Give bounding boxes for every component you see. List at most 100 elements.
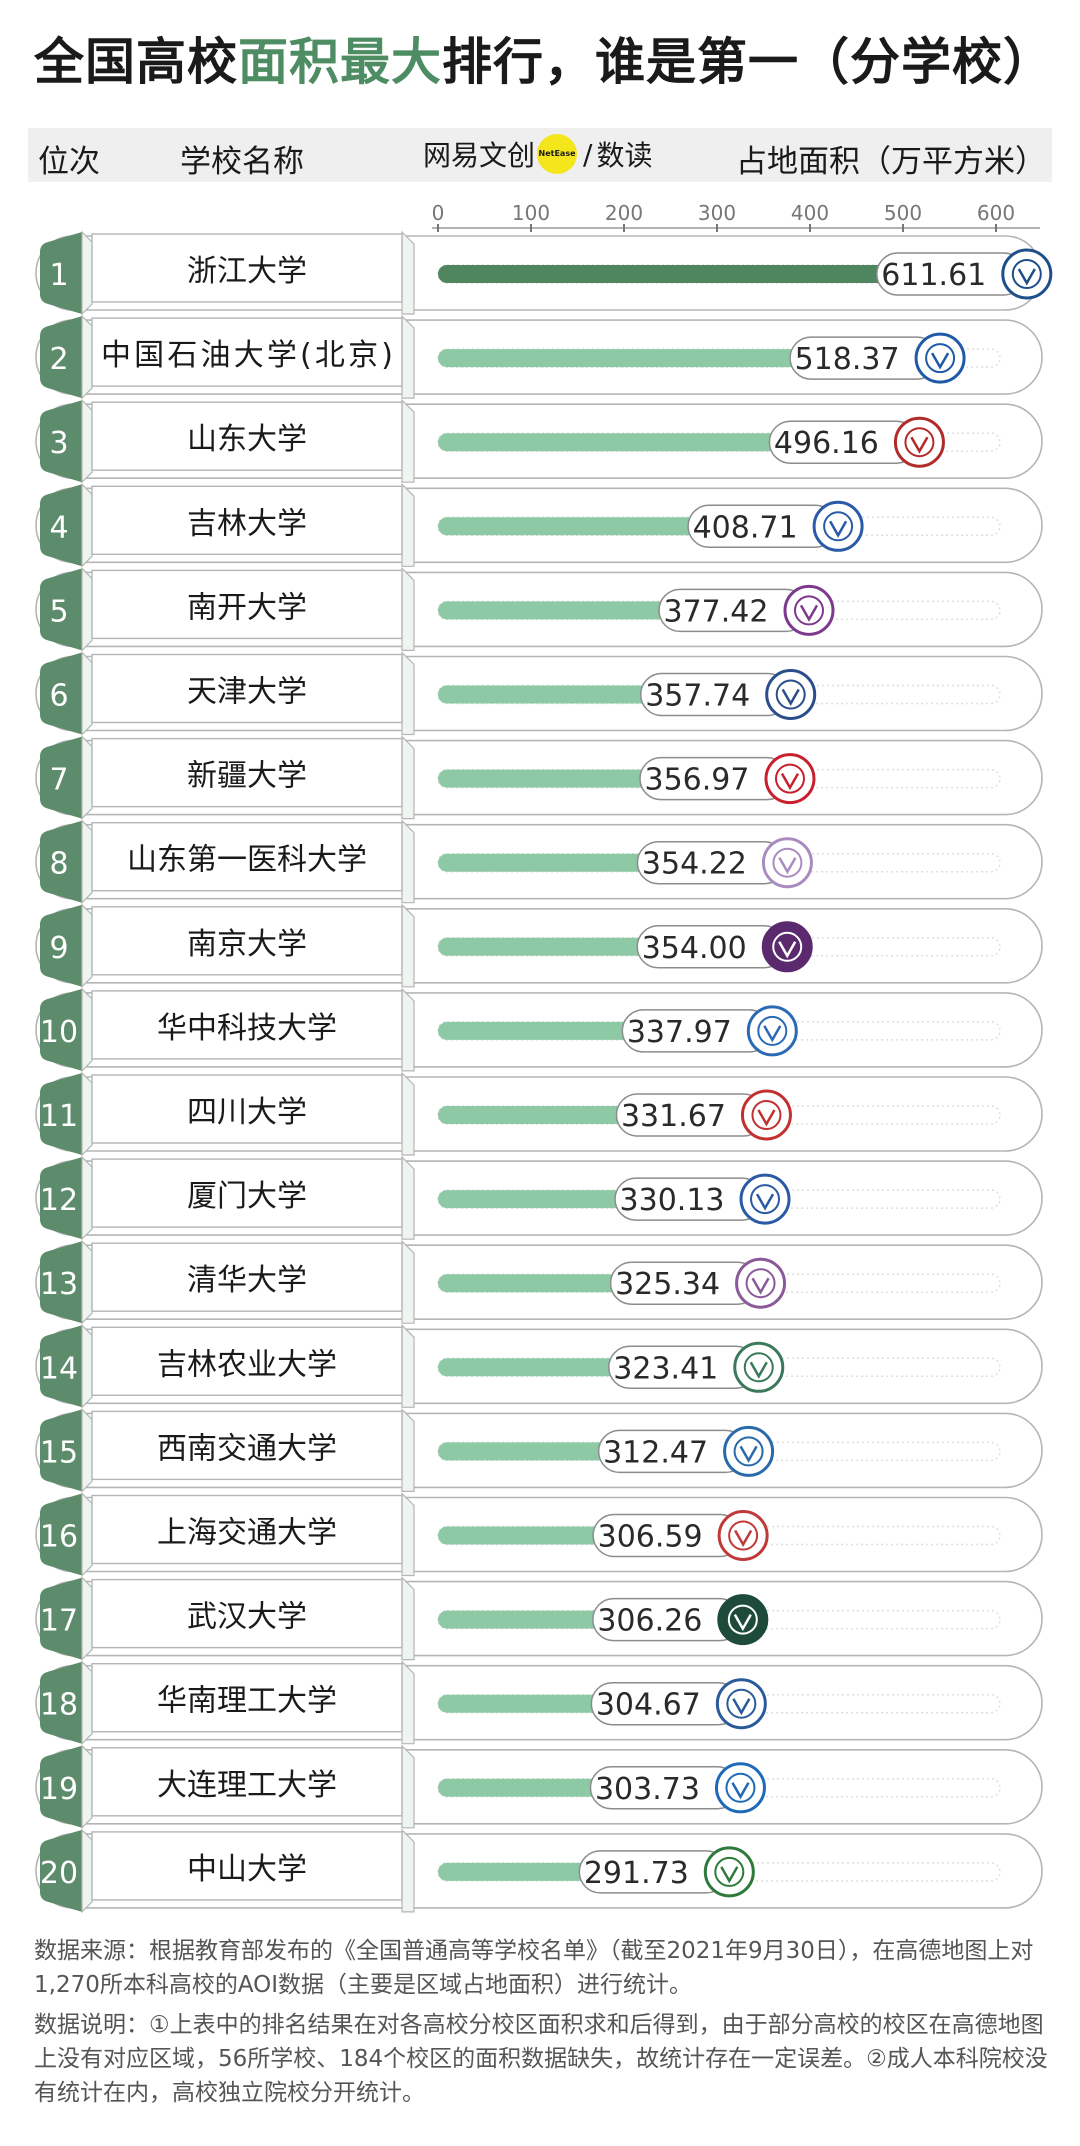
name-panel-left-edge	[81, 1492, 93, 1577]
value-label: 611.61	[881, 258, 986, 293]
school-logo-icon	[735, 1257, 787, 1309]
name-panel-right-edge	[401, 735, 415, 820]
name-panel-right-edge	[401, 987, 415, 1072]
name-panel-right-edge	[401, 314, 415, 399]
x-tick-label: 0	[432, 201, 445, 225]
name-panel	[91, 401, 403, 471]
title-part1: 全国高校	[34, 33, 238, 91]
rank-badge	[40, 232, 82, 314]
name-panel	[91, 1662, 403, 1733]
school-logo-inner-ring	[727, 1604, 758, 1635]
school-logo-inner-ring	[726, 1688, 757, 1719]
school-logo-inner-ring	[743, 1352, 774, 1383]
school-name: 上海交通大学	[157, 1516, 337, 1551]
rank-badge	[40, 1661, 82, 1744]
name-panel	[91, 1074, 403, 1144]
name-panel	[91, 1494, 403, 1565]
value-label: 330.13	[620, 1183, 725, 1218]
name-panel-left-edge	[81, 903, 93, 989]
school-logo-emblem	[751, 1277, 770, 1295]
name-panel-left-edge	[81, 230, 93, 316]
school-logo-inner-ring	[823, 511, 854, 542]
school-name: 华南理工大学	[157, 1684, 337, 1719]
name-panel-right-edge	[401, 1828, 415, 1913]
x-tick-label: 400	[791, 201, 829, 225]
column-header-bar: 位次 学校名称 网易文创 NetEase / 数读 占地面积（万平方米）	[28, 128, 1052, 182]
rank-number: 18	[40, 1688, 78, 1723]
name-panel-right-edge	[401, 566, 415, 651]
rank-badge	[40, 736, 82, 819]
rank-badge	[40, 1745, 82, 1828]
rank-badge	[40, 1073, 82, 1155]
school-logo-icon	[783, 584, 835, 636]
school-logo-emblem	[799, 604, 819, 622]
name-panel-left-edge	[81, 1407, 93, 1493]
x-tick-label: 600	[977, 201, 1015, 225]
brand-dot-icon: NetEase	[537, 134, 578, 174]
name-panel-right-edge	[401, 1492, 415, 1577]
school-logo-icon	[812, 500, 864, 552]
school-logo-emblem	[829, 520, 848, 538]
school-logo-inner-ring	[725, 1772, 756, 1803]
rank-number: 10	[40, 1015, 78, 1050]
school-logo-inner-ring	[1011, 259, 1042, 289]
value-label: 304.67	[596, 1688, 701, 1723]
name-panel-left-edge	[81, 651, 93, 736]
brand-name-right: 数读	[596, 139, 653, 172]
school-logo-emblem	[755, 1193, 775, 1211]
name-panel	[91, 737, 403, 808]
value-label: 306.26	[597, 1604, 702, 1639]
name-panel-left-edge	[81, 1576, 93, 1662]
name-panel	[91, 1747, 403, 1817]
rank-badge	[40, 1829, 82, 1912]
name-panel-right-edge	[401, 482, 415, 567]
school-logo-icon	[761, 837, 813, 889]
school-name: 厦门大学	[187, 1179, 307, 1214]
value-label: 354.22	[642, 847, 747, 882]
x-tick-label: 300	[698, 201, 736, 225]
school-logo-emblem	[930, 352, 950, 370]
value-label: 496.16	[774, 426, 879, 461]
value-label: 357.74	[645, 679, 750, 714]
school-column-label: 学校名称	[180, 144, 304, 180]
school-logo-icon	[739, 1173, 791, 1225]
school-logo-icon	[765, 669, 817, 720]
name-panel-left-edge	[81, 1660, 93, 1746]
value-label: 291.73	[584, 1856, 689, 1891]
rank-number: 16	[40, 1520, 78, 1555]
school-logo-emblem	[733, 1613, 752, 1632]
school-logo-emblem	[781, 688, 800, 707]
school-logo-emblem	[1017, 268, 1036, 286]
value-label: 306.59	[598, 1520, 703, 1555]
school-name: 清华大学	[187, 1263, 307, 1298]
rank-number: 15	[40, 1435, 78, 1470]
name-panel-left-edge	[81, 1323, 93, 1409]
rank-badge	[40, 1409, 82, 1492]
school-name: 新疆大学	[187, 759, 307, 794]
school-logo-icon	[717, 1510, 769, 1561]
rank-number: 4	[49, 510, 68, 545]
school-logo-emblem	[720, 1866, 739, 1884]
school-name: 山东大学	[187, 422, 307, 457]
name-panel-left-edge	[81, 566, 93, 652]
school-name: 四川大学	[187, 1095, 307, 1130]
x-tick-label: 200	[605, 201, 643, 225]
school-name: 浙江大学	[187, 254, 307, 289]
school-logo-icon	[914, 332, 966, 384]
name-panel-left-edge	[81, 1239, 93, 1325]
name-panel	[91, 822, 403, 892]
name-panel-left-edge	[81, 735, 93, 821]
title-part2: 排行，谁是第一（分学校）	[442, 33, 1054, 91]
name-panel-right-edge	[401, 1323, 415, 1408]
school-logo-icon	[746, 1005, 798, 1057]
name-panel-left-edge	[81, 482, 93, 568]
name-panel-left-edge	[81, 314, 93, 400]
rank-badge	[40, 1325, 82, 1408]
name-panel-left-edge	[81, 819, 93, 905]
value-label: 337.97	[627, 1015, 732, 1050]
school-logo-emblem	[778, 941, 797, 959]
name-panel-left-edge	[81, 987, 93, 1073]
value-label: 354.00	[642, 931, 747, 966]
name-panel-left-edge	[81, 1828, 93, 1914]
school-logo-inner-ring	[925, 343, 956, 374]
